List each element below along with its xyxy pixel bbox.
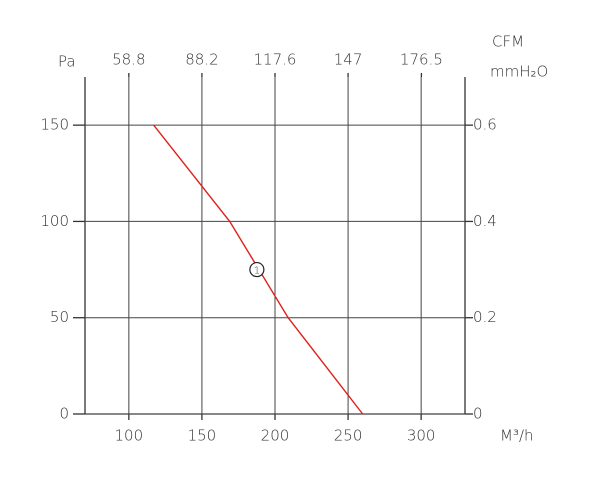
x-tick-label: 300 — [407, 427, 436, 445]
y2-axis-label: mmH₂O — [490, 63, 548, 81]
y-tick-label: 150 — [40, 116, 69, 134]
annotation-marker — [249, 261, 265, 278]
y2-tick-label: 0.2 — [473, 308, 497, 326]
x2-tick-label: 58.8 — [112, 51, 145, 69]
y2-tick-label: 0.4 — [473, 212, 497, 230]
x-tick-label: 200 — [261, 427, 290, 445]
y-tick-label: 50 — [50, 308, 69, 326]
y2-tick-label: 0 — [473, 405, 483, 423]
x2-tick-label: 147 — [334, 51, 363, 69]
x2-tick-label: 88.2 — [185, 51, 218, 69]
x-tick-label: 250 — [334, 427, 363, 445]
x-axis-label: M³/h — [500, 427, 534, 445]
annotation-label: 1 — [254, 266, 260, 277]
x2-axis-label: CFM — [492, 33, 524, 51]
x2-tick-label: 117.6 — [254, 51, 297, 69]
x-tick-label: 100 — [115, 427, 144, 445]
y-tick-label: 100 — [40, 212, 69, 230]
y2-tick-label: 0.6 — [473, 116, 497, 134]
x-tick-label: 150 — [188, 427, 217, 445]
y-tick-label: 0 — [59, 405, 69, 423]
y-axis-label: Pa — [58, 53, 76, 71]
x2-tick-label: 176.5 — [400, 51, 443, 69]
